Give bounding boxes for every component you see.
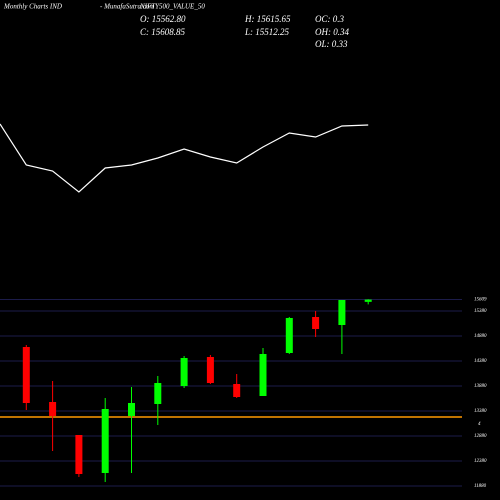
close-text: C: 15608.85 [140,27,186,37]
candle-body [22,347,30,403]
candle-body [128,403,135,416]
symbol: NIFTY500_VALUE_50 [139,3,205,11]
y-tick-label: 11880 [474,484,487,489]
y-tick-label: 12380 [474,459,487,464]
oh-text: OH: 0.34 [315,27,349,37]
candle-body [338,300,346,325]
candle-body [206,357,214,383]
candle-body [259,354,267,396]
candle-body [285,318,293,353]
y-tick-label: 12880 [474,434,487,439]
brand: - MunafaSutra.com [100,3,154,11]
candle-body [180,358,188,386]
y-tick-label: 13380 [474,409,487,414]
candle-body [233,384,241,397]
y-tick-label: 13880 [474,384,487,389]
oc-text: OC: 0.3 [315,14,344,24]
open-text: O: 15562.80 [140,14,186,24]
candle-body [101,409,109,473]
candle-body [49,402,57,416]
high-text: H: 15615.65 [244,14,291,24]
low-text: L: 15512.25 [244,27,290,37]
reference-label: 4 [478,422,481,427]
indicator-line [0,123,369,193]
y-tick-label: 15609 [474,298,487,303]
candle-body [312,317,320,329]
candle-body [154,383,162,404]
y-tick-label: 15380 [474,309,487,314]
y-tick-label: 14880 [474,334,487,339]
chart-label: Monthly Charts IND [3,3,62,11]
candle-body [364,299,372,302]
ol-text: OL: 0.33 [315,39,348,49]
candle-body [75,435,83,474]
y-tick-label: 14380 [474,359,487,364]
